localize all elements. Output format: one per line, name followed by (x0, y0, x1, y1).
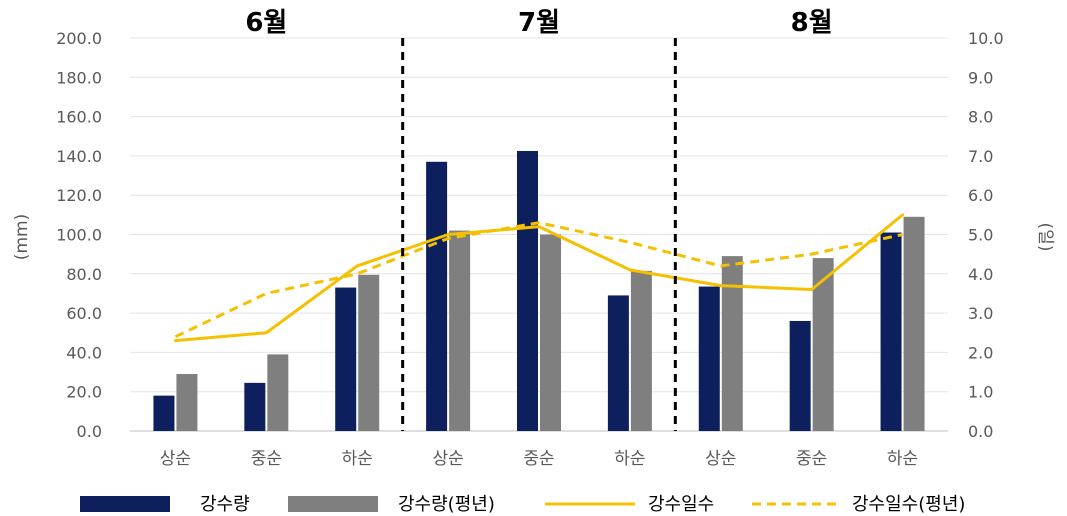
y2-tick-label: 0.0 (968, 422, 993, 441)
bar-rainfall-normal (630, 270, 652, 431)
bar-rainfall (789, 320, 811, 431)
category-label: 하순 (614, 449, 645, 469)
line-rain-days-normal (174, 221, 903, 339)
bar-rainfall-normal (721, 256, 743, 431)
y-tick-label: 0.0 (77, 422, 102, 441)
y-tick-label: 140.0 (56, 147, 102, 166)
bar-rainfall-normal (903, 216, 925, 431)
y-tick-label: 200.0 (56, 29, 102, 48)
bar-rainfall (880, 232, 902, 431)
y-tick-label: 160.0 (56, 108, 102, 127)
category-label: 상순 (432, 449, 463, 469)
y2-tick-label: 6.0 (968, 186, 993, 205)
y-tick-label: 20.0 (66, 383, 102, 402)
category-label: 중순 (796, 449, 827, 469)
gridlines (130, 37, 948, 432)
month-label: 7월 (518, 8, 560, 38)
bar-rainfall-normal (812, 258, 834, 431)
legend-label: 강수량(평년) (398, 494, 495, 515)
bar-rainfall-normal (358, 274, 380, 431)
month-label: 6월 (245, 8, 287, 38)
bar-rainfall (244, 382, 266, 431)
legend: 강수량 강수량(평년) 강수일수 강수일수(평년) (80, 494, 965, 515)
y-tick-label: 40.0 (66, 343, 102, 362)
legend-label: 강수량 (200, 494, 250, 515)
y-tick-label: 80.0 (66, 265, 102, 284)
y-tick-label: 120.0 (56, 186, 102, 205)
month-label: 8월 (791, 8, 833, 38)
bar-rainfall (698, 286, 720, 431)
bar-rainfall-normal (449, 230, 471, 431)
category-label: 중순 (523, 449, 554, 469)
legend-swatch (288, 496, 378, 512)
y2-tick-label: 4.0 (968, 265, 993, 284)
y-tick-label: 100.0 (56, 226, 102, 245)
y2-tick-label: 1.0 (968, 383, 993, 402)
y2-tick-label: 7.0 (968, 147, 993, 166)
bar-rainfall (426, 161, 448, 432)
y2-tick-label: 9.0 (968, 68, 993, 87)
y2-tick-label: 3.0 (968, 304, 993, 323)
category-labels: 상순 중순 하순 상순 중순 하순 상순 중순 하순 (160, 449, 918, 469)
y2-axis-label: (일) (1035, 223, 1055, 252)
y2-tick-label: 8.0 (968, 108, 993, 127)
bars (153, 150, 925, 432)
category-label: 상순 (160, 449, 191, 469)
bar-rainfall (335, 287, 357, 431)
y2-tick-label: 2.0 (968, 343, 993, 362)
y2-tick-label: 5.0 (968, 226, 993, 245)
legend-label: 강수일수(평년) (852, 494, 965, 515)
y2-tick-label: 10.0 (968, 29, 1004, 48)
bar-rainfall (153, 395, 175, 431)
month-labels: 6월 7월 8월 (245, 8, 832, 38)
y-tick-label: 180.0 (56, 68, 102, 87)
y-tick-label: 60.0 (66, 304, 102, 323)
bar-rainfall-normal (267, 354, 289, 431)
legend-label: 강수일수 (648, 494, 714, 515)
lines (173, 213, 905, 343)
category-label: 중순 (251, 449, 282, 469)
line-rain-days (173, 213, 905, 343)
bar-rainfall-normal (176, 374, 198, 431)
legend-swatch (80, 496, 170, 512)
y-axis-label: (mm) (12, 214, 32, 260)
bar-rainfall (607, 295, 629, 431)
bar-rainfall (517, 150, 538, 432)
month-separators (401, 38, 677, 431)
category-label: 하순 (342, 449, 373, 469)
category-label: 하순 (887, 449, 918, 469)
bar-rainfall-normal (540, 234, 561, 431)
left-axis-tick-labels: 0.0 20.0 40.0 60.0 80.0 100.0 120.0 140.0 160.0 1… (56, 29, 102, 441)
category-label: 상순 (705, 449, 736, 469)
right-axis-tick-labels: 0.0 1.0 2.0 3.0 4.0 5.0 6.0 7.0 8.0 9.0 10.0 (968, 29, 1004, 441)
